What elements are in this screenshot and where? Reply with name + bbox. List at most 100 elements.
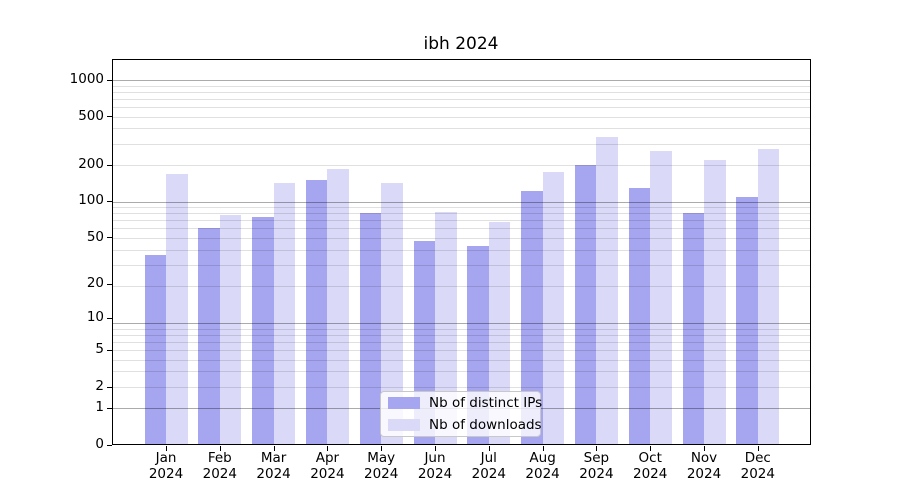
gridline <box>112 238 811 240</box>
bar-jan-distinct-ips <box>144 255 166 445</box>
y-tick <box>107 79 112 81</box>
legend-label-distinct-ips: Nb of distinct IPs <box>429 395 543 412</box>
bar-may-downloads <box>381 183 403 445</box>
x-tick <box>219 445 221 451</box>
x-tick <box>273 445 275 451</box>
y-tick <box>107 200 112 202</box>
x-tick <box>650 445 652 451</box>
bar-nov-distinct-ips <box>682 212 704 445</box>
chart-title: ibh 2024 <box>423 34 499 54</box>
y-tick-label: 0 <box>95 436 104 452</box>
y-tick <box>107 116 112 118</box>
y-tick <box>107 407 112 409</box>
bar-jun-downloads <box>435 211 457 445</box>
gridline <box>112 220 811 222</box>
x-tick <box>704 445 705 451</box>
gridline <box>112 286 811 288</box>
x-tick-label: Oct 2024 <box>633 450 668 482</box>
gridline <box>112 91 811 93</box>
legend-label-downloads: Nb of downloads <box>429 416 542 433</box>
gridline <box>112 85 811 87</box>
bar-dec-downloads <box>757 149 780 445</box>
bar-sep-distinct-ips <box>574 165 597 445</box>
y-tick <box>107 349 112 351</box>
y-tick <box>107 317 112 319</box>
y-tick-label: 100 <box>78 192 104 209</box>
x-tick-label: Nov 2024 <box>686 450 722 482</box>
gridline <box>112 201 811 203</box>
y-tick <box>107 444 112 446</box>
bar-dec-distinct-ips <box>736 196 758 445</box>
bar-apr-downloads <box>327 169 349 445</box>
bar-may-distinct-ips <box>359 212 382 445</box>
bar-jan-downloads <box>166 173 188 445</box>
bar-aug-downloads <box>542 171 565 445</box>
gridline <box>112 80 811 81</box>
x-tick-label: Feb 2024 <box>202 450 237 482</box>
gridline <box>112 249 811 251</box>
gridline <box>112 328 811 330</box>
bar-jul-downloads <box>488 221 511 445</box>
y-tick-label: 1 <box>95 399 104 416</box>
y-tick <box>107 237 112 239</box>
bar-aug-distinct-ips <box>521 191 543 445</box>
bar-feb-downloads <box>219 214 242 445</box>
gridline <box>112 128 811 130</box>
gridline <box>112 371 811 373</box>
y-tick-label: 50 <box>86 228 104 245</box>
x-tick-label: Jul 2024 <box>471 450 506 482</box>
x-tick-label: Mar 2024 <box>256 450 291 482</box>
x-tick <box>488 445 490 451</box>
gridline <box>112 213 811 215</box>
gridline <box>112 334 811 336</box>
bar-mar-distinct-ips <box>252 216 274 445</box>
x-tick-label: Sep 2024 <box>579 450 614 482</box>
gridline <box>112 386 811 388</box>
gridline <box>112 349 811 351</box>
x-tick <box>327 445 329 451</box>
y-tick-label: 500 <box>78 107 104 124</box>
y-tick <box>107 386 112 388</box>
x-tick <box>166 445 167 451</box>
gridline <box>112 164 811 166</box>
x-tick <box>381 445 383 451</box>
y-tick-label: 20 <box>86 275 104 292</box>
x-tick-label: Aug 2024 <box>525 450 560 482</box>
x-tick <box>435 445 436 451</box>
y-tick <box>107 283 112 285</box>
legend-item-distinct-ips: Nb of distinct IPs <box>381 393 543 413</box>
bar-feb-distinct-ips <box>198 227 220 445</box>
y-tick-label: 2 <box>95 378 104 395</box>
gridline <box>112 341 811 343</box>
y-tick-label: 200 <box>78 156 104 173</box>
gridline <box>112 323 811 324</box>
gridline <box>112 207 811 209</box>
gridline <box>112 265 811 267</box>
gridline <box>112 116 811 118</box>
bar-nov-downloads <box>704 160 726 445</box>
x-tick-label: Apr 2024 <box>310 450 345 482</box>
x-tick-label: Dec 2024 <box>740 450 775 482</box>
y-tick-label: 1000 <box>69 71 104 88</box>
gridline <box>112 106 811 108</box>
gridline <box>112 98 811 100</box>
y-tick <box>107 164 112 166</box>
bar-oct-distinct-ips <box>628 187 651 445</box>
legend-item-downloads: Nb of downloads <box>381 415 542 435</box>
gridline <box>112 228 811 230</box>
x-tick <box>757 445 759 451</box>
bar-apr-distinct-ips <box>305 180 328 445</box>
gridline <box>112 143 811 145</box>
legend: Nb of distinct IPs Nb of downloads <box>380 391 543 437</box>
x-tick-label: Jun 2024 <box>417 450 453 482</box>
legend-swatch-downloads-icon <box>388 418 420 431</box>
legend-swatch-distinct-ips-icon <box>388 397 420 410</box>
bar-oct-downloads <box>650 151 672 445</box>
bar-sep-downloads <box>596 136 618 445</box>
x-tick-label: May 2024 <box>364 450 399 482</box>
bar-mar-downloads <box>273 183 296 445</box>
x-tick-label: Jan 2024 <box>148 450 184 482</box>
y-tick-label: 5 <box>95 341 104 358</box>
x-tick <box>542 445 544 451</box>
